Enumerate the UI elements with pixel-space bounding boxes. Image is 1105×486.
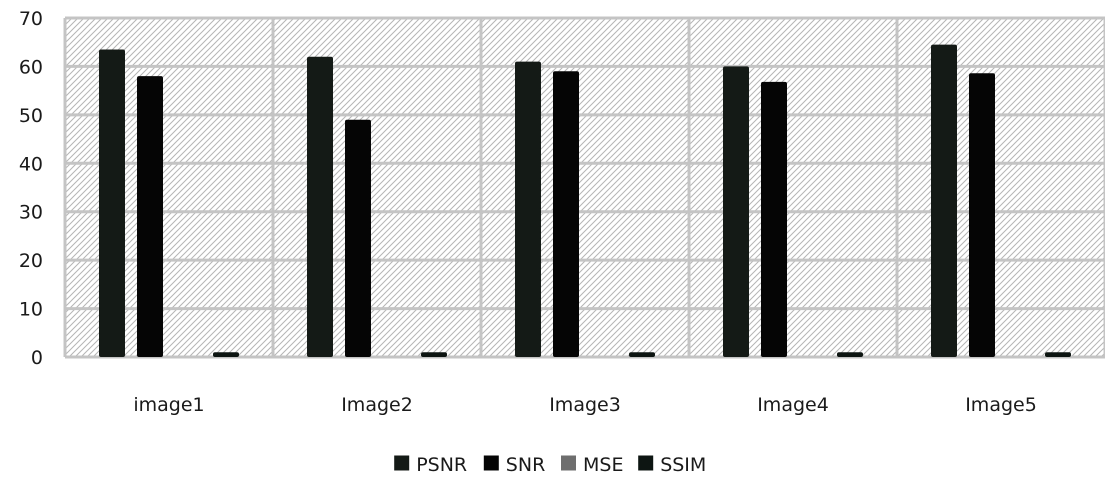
bar-snr-image2 [345,119,371,357]
legend-item-psnr: PSNR [394,454,467,476]
legend-label: SSIM [660,454,706,476]
bar-ssim-image5 [1045,352,1071,357]
y-tick-label: 50 [19,105,43,127]
x-tick-label: Image5 [965,394,1037,416]
legend-item-mse: MSE [561,454,623,476]
bar-ssim-image1 [213,352,239,357]
x-tick-label: image1 [133,394,204,416]
bar-psnr-image2 [307,56,333,357]
bar-ssim-image4 [837,352,863,357]
y-tick-label: 10 [19,299,43,321]
y-tick-label: 60 [19,56,43,78]
legend-label: MSE [583,454,623,476]
bar-psnr-image1 [99,49,125,357]
bar-snr-image5 [969,73,995,358]
gridlines [63,16,1105,359]
bar-psnr-image4 [723,66,749,357]
legend-label: SNR [506,454,545,476]
bar-snr-image4 [761,81,787,357]
bar-psnr-image3 [515,61,541,357]
legend-swatch [638,455,654,471]
y-tick-label: 40 [19,153,43,175]
legend: PSNR SNR MSE SSIM [394,454,706,476]
x-tick-label: Image2 [341,394,413,416]
y-tick-label: 30 [19,202,43,224]
bar-psnr-image5 [931,44,957,358]
bar-snr-image1 [137,76,163,357]
bars [99,44,1071,358]
legend-swatch [561,455,576,471]
legend-swatch [483,455,499,471]
bar-ssim-image2 [421,352,447,357]
y-tick-label: 0 [31,347,43,369]
legend-swatch [394,455,410,471]
bar-ssim-image3 [629,352,655,357]
y-tick-label: 70 [19,8,43,30]
legend-item-ssim: SSIM [638,454,706,476]
x-axis: image1 Image2 Image3 Image4 Image5 [133,394,1036,416]
bar-snr-image3 [553,71,579,358]
legend-item-snr: SNR [483,454,545,476]
x-tick-label: Image4 [757,394,829,416]
x-tick-label: Image3 [549,394,621,416]
legend-label: PSNR [416,454,467,476]
y-tick-label: 20 [19,250,43,272]
y-axis: 0 10 20 30 40 50 60 70 [19,8,43,369]
